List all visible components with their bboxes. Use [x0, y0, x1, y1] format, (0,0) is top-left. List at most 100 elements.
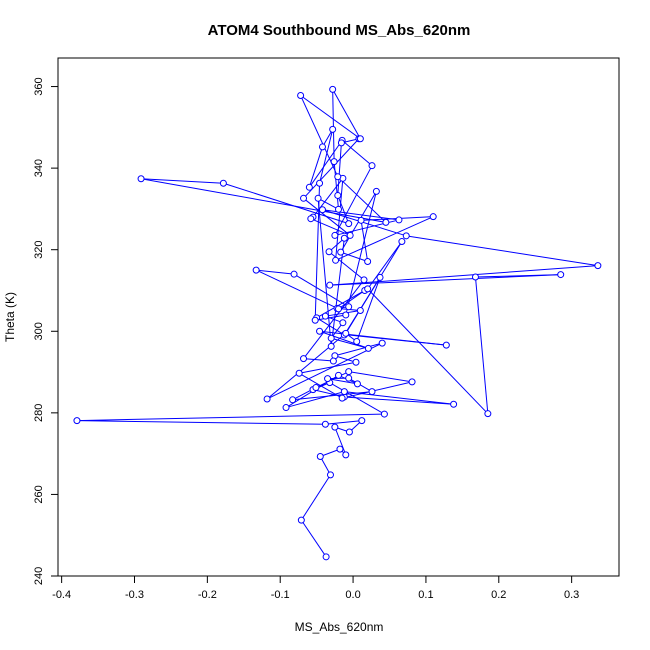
data-point — [219, 179, 227, 187]
series-segment — [356, 277, 381, 342]
data-point — [334, 191, 342, 199]
series-lines — [76, 89, 598, 558]
y-tick-label: 240 — [33, 567, 45, 585]
data-point — [368, 388, 376, 396]
series-segment — [335, 178, 344, 261]
data-point — [300, 355, 308, 363]
x-axis: -0.4 -0.3 -0.2 -0.1 0.0 0.1 0.2 0.3 — [52, 576, 579, 601]
series-segment — [255, 269, 339, 310]
series-segment — [360, 220, 369, 262]
series-segment — [334, 355, 357, 363]
series-segment — [319, 330, 447, 346]
series-segment — [293, 273, 349, 308]
data-point — [442, 341, 450, 349]
data-point — [314, 194, 322, 202]
series-segment — [337, 176, 387, 223]
y-tick-label: 360 — [33, 77, 45, 95]
data-point — [324, 375, 332, 383]
series-segment — [325, 420, 362, 425]
data-point — [325, 248, 333, 256]
x-tick-label: -0.1 — [271, 589, 290, 601]
y-tick-label: 320 — [33, 241, 45, 259]
series-segment — [329, 265, 598, 286]
data-point — [356, 135, 364, 143]
data-point — [327, 334, 335, 342]
data-point — [297, 516, 305, 524]
data-point — [336, 445, 344, 453]
data-point — [364, 258, 372, 266]
series-segment — [308, 140, 343, 188]
data-point — [316, 452, 324, 460]
data-point — [342, 451, 350, 459]
data-point — [330, 158, 338, 166]
data-point — [335, 371, 342, 379]
data-point — [356, 306, 364, 314]
series-segment — [299, 361, 357, 374]
data-point — [352, 358, 360, 366]
data-point — [364, 344, 372, 352]
series-segment — [345, 241, 403, 334]
data-point — [329, 125, 337, 133]
series-segment — [344, 396, 454, 405]
data-point — [345, 428, 353, 436]
data-point — [372, 187, 380, 195]
data-point — [252, 266, 260, 274]
series-segment — [333, 161, 339, 210]
series-segment — [332, 89, 335, 162]
series-segment — [322, 209, 400, 221]
data-point — [340, 234, 348, 242]
data-point — [398, 238, 406, 246]
x-axis-label: MS_Abs_620nm — [295, 620, 384, 634]
data-point — [321, 312, 329, 320]
series-segment — [341, 140, 373, 167]
y-axis: 240 260 280 300 320 340 360 — [33, 77, 58, 585]
series-segment — [310, 218, 351, 236]
series-segment — [256, 269, 295, 275]
series-segment — [300, 519, 327, 558]
data-point — [360, 276, 368, 284]
series-segment — [317, 198, 332, 347]
data-point — [342, 311, 350, 319]
series-segment — [337, 142, 342, 196]
data-point — [316, 179, 324, 187]
data-point — [345, 220, 353, 228]
data-point — [297, 92, 305, 100]
data-point — [318, 206, 326, 214]
data-point — [376, 273, 384, 281]
data-point — [327, 342, 335, 350]
series-segment — [334, 342, 383, 357]
data-point — [382, 218, 390, 226]
y-tick-label: 300 — [33, 322, 45, 340]
series-segment — [315, 371, 349, 389]
data-point — [307, 215, 315, 223]
data-point — [345, 303, 353, 311]
plot-frame — [57, 57, 620, 577]
data-point — [368, 162, 376, 170]
data-point — [316, 327, 324, 335]
data-point — [335, 305, 342, 313]
data-point — [429, 213, 437, 221]
series-segment — [367, 288, 489, 415]
series-segment — [328, 251, 365, 281]
x-tick-label: -0.3 — [125, 589, 144, 601]
series-segment — [406, 235, 598, 267]
series-segment — [76, 420, 326, 425]
data-point — [312, 384, 320, 392]
data-point — [73, 417, 81, 425]
data-point — [345, 374, 353, 382]
series-segment — [140, 178, 386, 223]
data-point — [326, 281, 334, 289]
y-tick-label: 260 — [33, 485, 45, 503]
data-point — [331, 231, 339, 239]
data-point — [402, 232, 410, 240]
data-point — [450, 400, 458, 408]
data-point — [290, 270, 298, 278]
series-segment — [345, 191, 377, 316]
data-point — [321, 420, 329, 428]
data-point — [263, 395, 271, 403]
series-segment — [334, 165, 373, 236]
series-segment — [312, 389, 345, 398]
series-segment — [348, 371, 413, 383]
data-point — [305, 183, 313, 191]
data-point — [295, 369, 303, 377]
